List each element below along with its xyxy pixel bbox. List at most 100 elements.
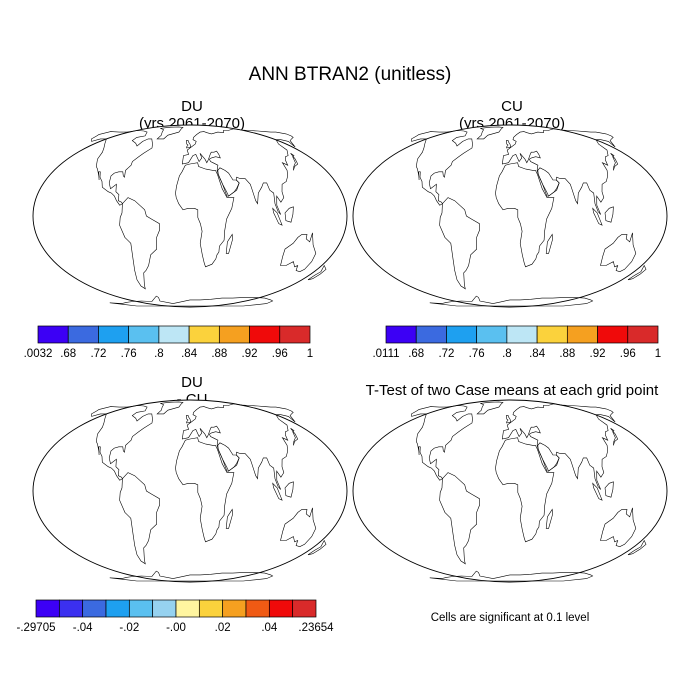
colorbar-tick-label: .76 (469, 348, 485, 360)
colorbar-tick-label: .04 (261, 622, 278, 634)
coast-japan-diff (290, 428, 299, 446)
panel-title-ttest-line1: T-Test of two Case means at each grid po… (365, 382, 659, 399)
colorbar-swatch (98, 325, 130, 344)
coast-uk-cu (505, 140, 512, 149)
colorbar-swatch (249, 325, 281, 344)
coast-greenland-diff (156, 401, 184, 415)
coast-borneo-du (284, 206, 294, 223)
globe-outline-diff (32, 399, 348, 583)
coast-borneo-ttest (604, 481, 614, 498)
coast-australia-diff (280, 507, 317, 548)
coast-madagascar-du (225, 233, 234, 254)
coast-sumatra-ttest (592, 482, 603, 501)
globe-outline-ttest (352, 399, 668, 583)
colorbar-tick-label: .72 (438, 348, 454, 360)
colorbar-tick-label: .92 (590, 348, 606, 360)
colorbar-tick-label: 1 (655, 348, 661, 360)
colorbar-swatch (67, 325, 99, 344)
coast-africa-diff (175, 437, 235, 543)
colorbar-tick-label: .88 (211, 348, 227, 360)
colorbar-swatch (627, 325, 659, 344)
coast-uk-du (185, 140, 192, 149)
colorbar-tick-label: .8 (502, 348, 512, 360)
colorbar-cu: .0111 .68 .72 .76 .8 .84 .88 .92 .96 1 (372, 325, 661, 360)
colorbar-tick-label: .84 (181, 348, 198, 360)
coast-madagascar-diff (225, 508, 234, 529)
colorbar-tick-label: .92 (242, 348, 258, 360)
coast-eurasia-du (181, 128, 296, 215)
coast-borneo-diff (284, 481, 294, 498)
colorbar-tick-label: .0032 (24, 348, 53, 360)
coast-antarctica-du (109, 295, 274, 307)
colorbar-swatch (446, 325, 478, 344)
coast-arabia-ttest (537, 442, 560, 472)
colorbar-swatch (188, 325, 220, 344)
coast-africa-du (175, 162, 235, 268)
panel-title-du-line1: DU (181, 98, 203, 115)
coast-newzealand-diff (307, 539, 327, 556)
figure-title: ANN BTRAN2 (unitless) (248, 64, 452, 85)
colorbar-tick-label: -.04 (73, 622, 93, 634)
coast-japan-cu (610, 153, 619, 171)
coast-eurasia-cu (501, 128, 616, 215)
coast-antarctica-ttest (429, 570, 594, 582)
map-panel-diff (32, 399, 348, 583)
colorbar-tick-label: -.00 (166, 622, 186, 634)
coast-namerica-cu (411, 130, 473, 206)
coast-australia-cu (600, 232, 637, 273)
coast-japan-ttest (610, 428, 619, 446)
coast-newzealand-ttest (627, 539, 647, 556)
colorbar-swatch (279, 325, 311, 344)
coast-madagascar-ttest (545, 508, 554, 529)
colorbar-tick-label: .68 (408, 348, 424, 360)
coast-uk-diff (185, 415, 192, 424)
coast-arabia-diff (217, 442, 240, 472)
colorbar-tick-label: -.02 (119, 622, 139, 634)
colorbar-tick-label: .23654 (298, 622, 334, 634)
coast-japan-du (290, 153, 299, 171)
colorbar-swatch (385, 325, 417, 344)
coast-greenland-cu (476, 126, 504, 140)
colorbar-swatch (536, 325, 568, 344)
coast-sumatra-du (272, 207, 283, 226)
coast-namerica-ttest (411, 405, 473, 481)
colorbar-tick-label: -.29705 (16, 622, 55, 634)
map-panel-ttest (352, 399, 668, 583)
coast-newzealand-cu (627, 264, 647, 281)
colorbar-swatch (218, 325, 250, 344)
coast-arabia-cu (537, 167, 560, 197)
colorbar-swatch (37, 325, 69, 344)
globe-outline-cu (352, 124, 668, 308)
coast-arabia-du (217, 167, 240, 197)
colorbar-tick-label: .88 (559, 348, 575, 360)
coast-greenland-ttest (476, 401, 504, 415)
coast-uk-ttest (505, 415, 512, 424)
map-panel-cu (352, 124, 668, 308)
coast-eurasia-diff (181, 403, 296, 490)
colorbar-diff: -.29705 -.04 -.02 -.00 .02 .04 .23654 (16, 599, 334, 634)
coast-samerica-cu (439, 197, 481, 290)
coast-madagascar-cu (545, 233, 554, 254)
coast-eurasia-ttest (501, 403, 616, 490)
colorbar-tick-label: .72 (90, 348, 106, 360)
colorbar-swatch (476, 325, 508, 344)
coast-greenland-du (156, 126, 184, 140)
colorbar-tick-label: .96 (272, 348, 288, 360)
colorbar-tick-label: .84 (529, 348, 546, 360)
coast-borneo-cu (604, 206, 614, 223)
colorbar-swatch (158, 325, 190, 344)
colorbar-tick-label: .76 (121, 348, 137, 360)
colorbar-swatch (506, 325, 538, 344)
panel-title-diff-line1: DU (181, 374, 203, 391)
colorbar-tick-label: 1 (307, 348, 313, 360)
coast-africa-ttest (495, 437, 555, 543)
map-panel-du (32, 124, 348, 308)
colorbar-du: .0032 .68 .72 .76 .8 .84 .88 .92 .96 1 (24, 325, 313, 360)
coast-sumatra-cu (592, 207, 603, 226)
coast-australia-ttest (600, 507, 637, 548)
coast-antarctica-diff (109, 570, 274, 582)
colorbar-tick-label: .96 (620, 348, 636, 360)
coast-australia-du (280, 232, 317, 273)
colorbar-tick-label: .8 (154, 348, 164, 360)
